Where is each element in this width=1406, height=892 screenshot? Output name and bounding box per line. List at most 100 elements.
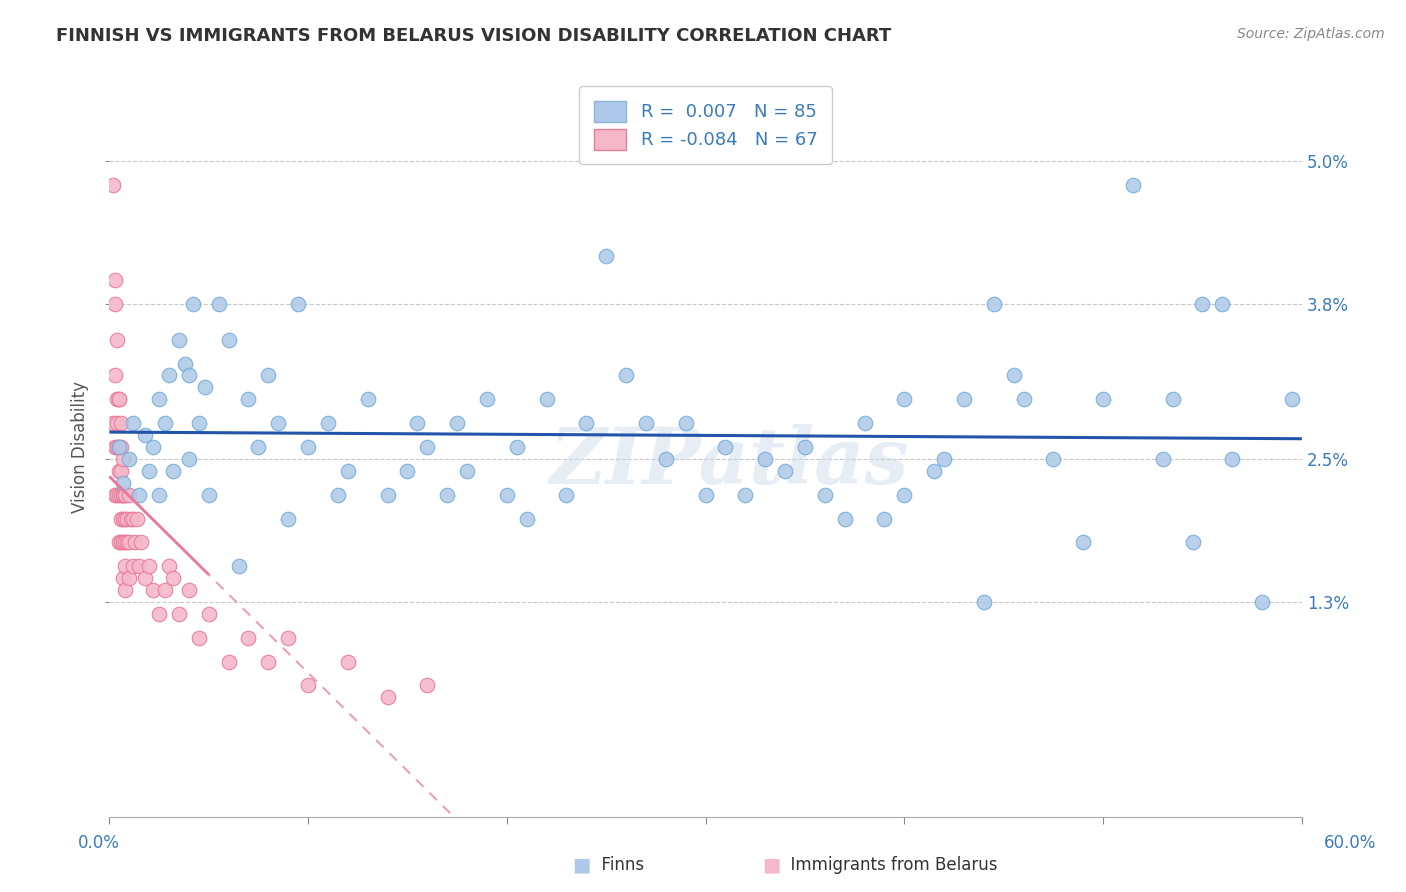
- Point: [148, 392, 170, 407]
- Point: [1191, 297, 1213, 311]
- Point: [134, 428, 156, 442]
- Point: [110, 464, 132, 478]
- Point: [122, 511, 145, 525]
- Point: [128, 559, 150, 574]
- Point: [922, 464, 945, 478]
- Point: [142, 582, 165, 597]
- Point: [104, 368, 127, 383]
- Point: [110, 511, 132, 525]
- Point: [112, 535, 135, 549]
- Point: [104, 488, 127, 502]
- Point: [118, 488, 141, 502]
- Point: [124, 535, 146, 549]
- Point: [114, 488, 136, 502]
- Point: [148, 488, 170, 502]
- Point: [614, 368, 637, 383]
- Point: [357, 392, 380, 407]
- Point: [105, 333, 128, 347]
- Point: [416, 440, 439, 454]
- Point: [287, 297, 309, 311]
- Point: [134, 571, 156, 585]
- Point: [157, 559, 180, 574]
- Point: [108, 392, 131, 407]
- Text: ■: ■: [762, 855, 780, 875]
- Point: [122, 416, 145, 430]
- Point: [208, 297, 231, 311]
- Point: [973, 595, 995, 609]
- Point: [675, 416, 697, 430]
- Point: [138, 559, 160, 574]
- Point: [555, 488, 578, 502]
- Point: [118, 535, 141, 549]
- Point: [187, 416, 209, 430]
- Text: ■: ■: [572, 855, 591, 875]
- Point: [506, 440, 529, 454]
- Point: [595, 249, 617, 263]
- Point: [110, 488, 132, 502]
- Point: [496, 488, 519, 502]
- Point: [148, 607, 170, 621]
- Point: [112, 475, 135, 490]
- Point: [122, 559, 145, 574]
- Point: [893, 488, 915, 502]
- Point: [157, 368, 180, 383]
- Text: Source: ZipAtlas.com: Source: ZipAtlas.com: [1237, 27, 1385, 41]
- Point: [174, 357, 197, 371]
- Point: [754, 451, 776, 466]
- Y-axis label: Vision Disability: Vision Disability: [72, 381, 89, 513]
- Point: [953, 392, 976, 407]
- Point: [114, 488, 136, 502]
- Point: [1211, 297, 1233, 311]
- Point: [377, 488, 399, 502]
- Point: [277, 511, 299, 525]
- Point: [1181, 535, 1204, 549]
- Point: [695, 488, 717, 502]
- Point: [277, 631, 299, 645]
- Point: [1071, 535, 1094, 549]
- Text: Immigrants from Belarus: Immigrants from Belarus: [780, 856, 998, 874]
- Point: [105, 416, 128, 430]
- Point: [103, 178, 125, 192]
- Point: [153, 582, 176, 597]
- Point: [218, 655, 240, 669]
- Point: [177, 582, 200, 597]
- Point: [114, 559, 136, 574]
- Point: [177, 368, 200, 383]
- Point: [893, 392, 915, 407]
- Point: [118, 571, 141, 585]
- Point: [336, 655, 359, 669]
- Point: [181, 297, 204, 311]
- Point: [197, 488, 219, 502]
- Point: [734, 488, 756, 502]
- Point: [297, 440, 319, 454]
- Point: [773, 464, 796, 478]
- Point: [257, 655, 280, 669]
- Point: [475, 392, 498, 407]
- Point: [1251, 595, 1274, 609]
- Point: [1220, 451, 1243, 466]
- Point: [110, 535, 132, 549]
- Point: [257, 368, 280, 383]
- Point: [316, 416, 339, 430]
- Point: [336, 464, 359, 478]
- Point: [110, 416, 132, 430]
- Point: [1012, 392, 1035, 407]
- Point: [162, 571, 184, 585]
- Point: [436, 488, 458, 502]
- Point: [218, 333, 240, 347]
- Point: [105, 392, 128, 407]
- Point: [167, 333, 190, 347]
- Point: [108, 440, 131, 454]
- Point: [108, 488, 131, 502]
- Point: [575, 416, 598, 430]
- Point: [117, 511, 139, 525]
- Point: [108, 464, 131, 478]
- Text: Finns: Finns: [591, 856, 644, 874]
- Point: [516, 511, 538, 525]
- Point: [194, 380, 217, 394]
- Point: [108, 440, 131, 454]
- Point: [162, 464, 184, 478]
- Point: [456, 464, 478, 478]
- Point: [105, 440, 128, 454]
- Point: [446, 416, 468, 430]
